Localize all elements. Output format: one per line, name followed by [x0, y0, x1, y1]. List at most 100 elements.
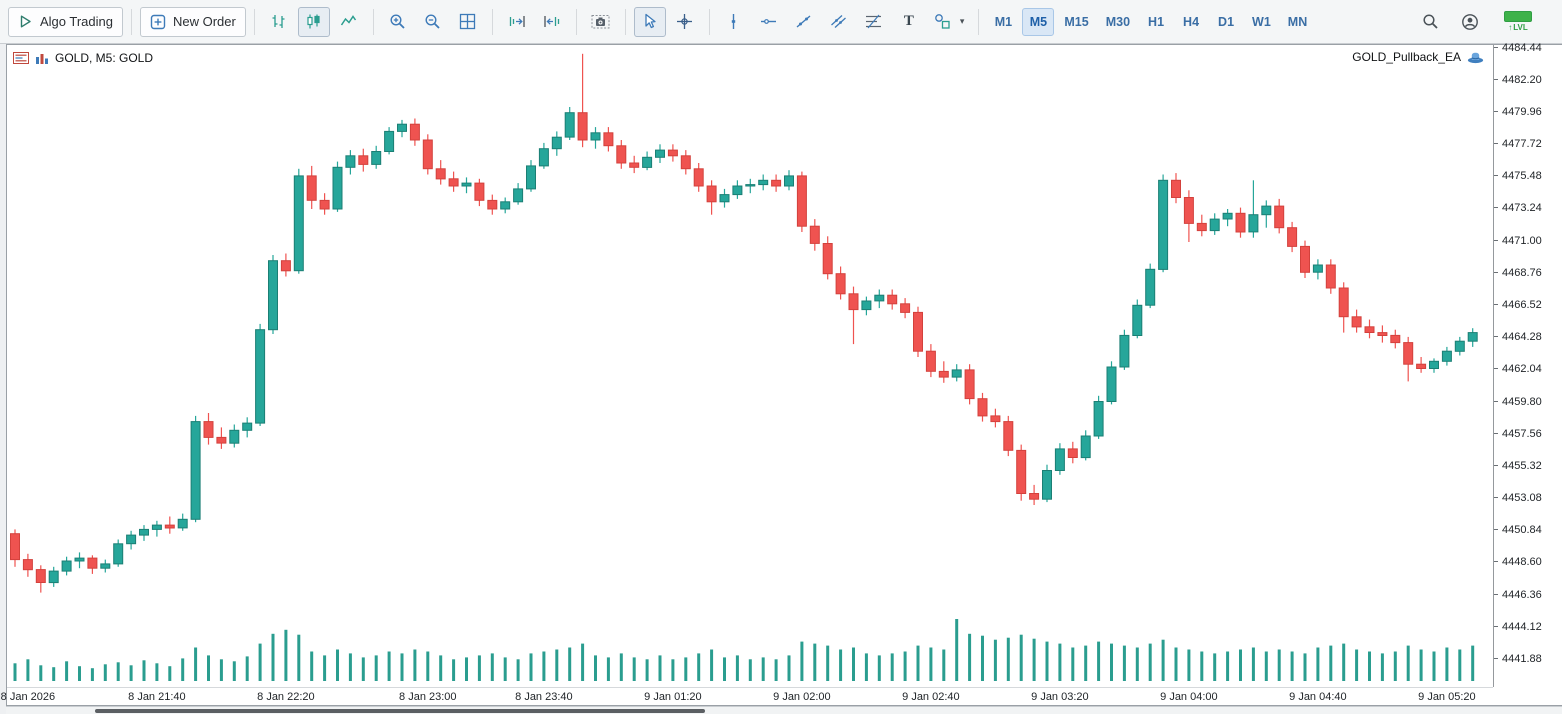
- cursor-tool-button[interactable]: [633, 6, 666, 37]
- channel-icon: [830, 13, 847, 30]
- timeframe-d1-button[interactable]: D1: [1210, 8, 1242, 36]
- price-axis-label: 4468.76: [1494, 267, 1562, 279]
- zoom-in-button[interactable]: [382, 7, 414, 37]
- shapes-icon: [934, 13, 951, 30]
- chart-legend: GOLD, M5: GOLD: [13, 51, 153, 65]
- algo-trading-label: Algo Trading: [40, 14, 113, 29]
- price-axis-label: 4482.20: [1494, 74, 1562, 86]
- auto-scroll-button[interactable]: [536, 7, 568, 37]
- chart-shift-icon: [508, 13, 526, 30]
- zoom-in-icon: [389, 13, 406, 30]
- toolbar-separator: [372, 8, 374, 35]
- account-button[interactable]: [1454, 7, 1486, 37]
- text-tool-button[interactable]: T: [893, 7, 925, 37]
- bar-stats-icon[interactable]: [35, 52, 49, 64]
- price-axis-label: 4450.84: [1494, 524, 1562, 536]
- cursor-icon: [641, 13, 658, 30]
- price-chart[interactable]: GOLD, M5: GOLD GOLD_Pullback_EA: [7, 45, 1493, 687]
- toolbar-separator: [253, 8, 255, 35]
- price-axis-label: 4446.36: [1494, 589, 1562, 601]
- chevron-down-icon: ▾: [959, 16, 965, 26]
- horizontal-line-tool-button[interactable]: [753, 7, 785, 37]
- timeframe-m30-button[interactable]: M30: [1099, 8, 1137, 36]
- tile-windows-icon: [459, 13, 476, 30]
- toolbar-separator: [491, 8, 493, 35]
- price-axis-label: 4455.32: [1494, 460, 1562, 472]
- price-axis-label: 4453.08: [1494, 492, 1562, 504]
- quote-list-icon[interactable]: [13, 52, 29, 64]
- price-axis-label: 4464.28: [1494, 331, 1562, 343]
- time-axis-label: 9 Jan 03:20: [1031, 691, 1089, 703]
- fibonacci-tool-button[interactable]: [858, 7, 890, 37]
- search-button[interactable]: [1414, 7, 1446, 37]
- time-axis-label: 9 Jan 01:20: [644, 691, 702, 703]
- toolbar-separator: [978, 8, 980, 35]
- price-axis-label: 4471.00: [1494, 235, 1562, 247]
- candlestick-chart[interactable]: [7, 45, 1493, 687]
- crosshair-tool-button[interactable]: [669, 7, 701, 37]
- time-axis[interactable]: 8 Jan 2026 8 Jan 21:40 8 Jan 22:20 8 Jan 23…: [1, 687, 1493, 705]
- up-arrow-icon: ↑: [1508, 23, 1513, 32]
- candlestick-mode-button[interactable]: [297, 6, 330, 37]
- ea-badge: GOLD_Pullback_EA: [1352, 50, 1484, 64]
- time-axis-label: 9 Jan 04:40: [1289, 691, 1347, 703]
- level-label: LVL: [1513, 23, 1528, 32]
- play-icon: [18, 14, 33, 29]
- profile-icon: [1461, 13, 1479, 31]
- price-axis-label: 4462.04: [1494, 363, 1562, 375]
- price-axis-label: 4441.88: [1494, 653, 1562, 665]
- time-axis-label: 8 Jan 23:40: [515, 691, 573, 703]
- timeframe-m5-button[interactable]: M5: [1022, 7, 1055, 36]
- time-axis-label: 8 Jan 23:00: [399, 691, 457, 703]
- shapes-tool-button[interactable]: ▾: [928, 7, 971, 37]
- vertical-line-tool-button[interactable]: [718, 7, 750, 37]
- search-icon: [1422, 13, 1439, 30]
- level-bar-icon: [1504, 11, 1532, 22]
- price-axis-label: 4448.60: [1494, 556, 1562, 568]
- price-axis-label: 4459.80: [1494, 396, 1562, 408]
- vertical-line-icon: [725, 13, 742, 30]
- price-axis-label: 4479.96: [1494, 106, 1562, 118]
- trendline-tool-button[interactable]: [788, 7, 820, 37]
- time-axis-label: 9 Jan 02:00: [773, 691, 831, 703]
- bar-chart-mode-button[interactable]: [263, 7, 295, 37]
- ohlc-bars-icon: [270, 13, 287, 30]
- ea-name-label: GOLD_Pullback_EA: [1352, 50, 1461, 64]
- chart-panel: GOLD, M5: GOLD GOLD_Pullback_EA 4484.44 4…: [1, 42, 1562, 706]
- time-axis-label: 8 Jan 2026: [0, 691, 56, 703]
- zoom-out-button[interactable]: [417, 7, 449, 37]
- timeframe-m15-button[interactable]: M15: [1057, 8, 1095, 36]
- channel-tool-button[interactable]: [823, 7, 855, 37]
- price-axis-label: 4466.52: [1494, 299, 1562, 311]
- price-axis-label: 4473.24: [1494, 202, 1562, 214]
- toolbar-separator: [708, 8, 710, 35]
- expert-advisor-hat-icon[interactable]: [1467, 51, 1484, 64]
- tile-windows-button[interactable]: [452, 7, 484, 37]
- line-chart-icon: [340, 13, 357, 30]
- time-axis-label: 8 Jan 22:20: [257, 691, 315, 703]
- price-axis[interactable]: 4484.44 4482.20 4479.96 4477.72 4475.48 4473.…: [1493, 42, 1562, 687]
- new-order-button[interactable]: New Order: [140, 6, 246, 37]
- new-order-label: New Order: [173, 14, 236, 29]
- screenshot-button[interactable]: [585, 7, 617, 37]
- algo-trading-button[interactable]: Algo Trading: [8, 6, 123, 37]
- time-axis-label: 9 Jan 02:40: [902, 691, 960, 703]
- timeframe-m1-button[interactable]: M1: [987, 8, 1019, 36]
- timeframe-mn-button[interactable]: MN: [1281, 8, 1314, 36]
- timeframe-w1-button[interactable]: W1: [1245, 8, 1278, 36]
- timeframe-h1-button[interactable]: H1: [1140, 8, 1172, 36]
- horizontal-line-icon: [760, 13, 777, 30]
- horizontal-scrollbar[interactable]: [6, 706, 1562, 714]
- time-axis-label: 9 Jan 04:00: [1160, 691, 1218, 703]
- price-axis-label: 4457.56: [1494, 428, 1562, 440]
- crosshair-icon: [676, 13, 693, 30]
- chart-shift-button[interactable]: [501, 7, 533, 37]
- toolbar-separator: [624, 8, 626, 35]
- line-chart-mode-button[interactable]: [333, 7, 365, 37]
- scrollbar-thumb[interactable]: [95, 709, 705, 713]
- timeframe-h4-button[interactable]: H4: [1175, 8, 1207, 36]
- level-indicator: ↑ LVL: [1504, 11, 1532, 32]
- zoom-out-icon: [424, 13, 441, 30]
- toolbar-separator: [575, 8, 577, 35]
- price-axis-label: 4475.48: [1494, 170, 1562, 182]
